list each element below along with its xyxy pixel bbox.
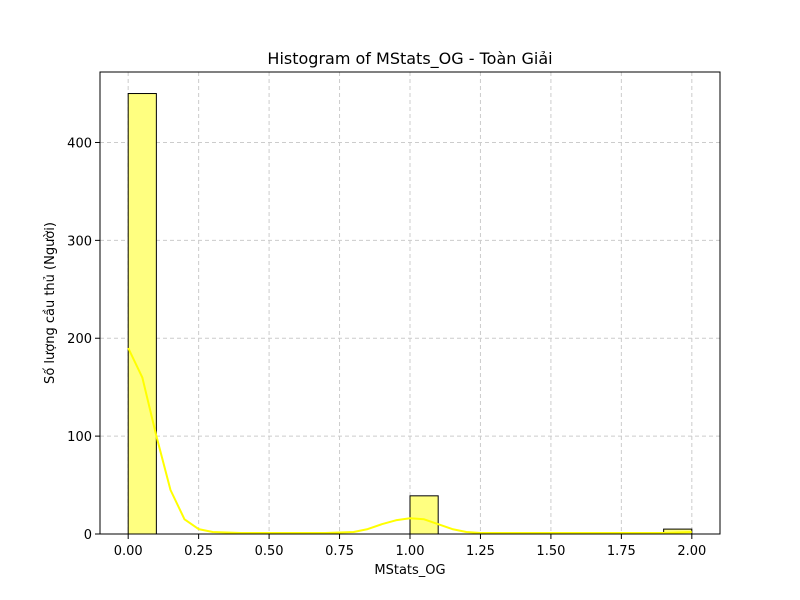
grid [100, 72, 720, 535]
y-tick-label: 400 [67, 136, 92, 151]
x-tick-label: 2.00 [677, 544, 706, 559]
y-axis-label: Số lượng cầu thủ (Người) [43, 222, 58, 384]
bars [127, 93, 693, 535]
histogram-bar [127, 93, 157, 535]
kde-line [127, 347, 692, 534]
x-tick-label: 0.25 [184, 544, 213, 559]
x-tick-label: 1.50 [536, 544, 565, 559]
x-tick-label: 1.25 [466, 544, 495, 559]
y-axis-ticks: 0 100 200 300 400 [67, 136, 100, 543]
y-tick-label: 300 [67, 234, 92, 249]
y-tick-label: 100 [67, 430, 92, 445]
x-tick-label: 0.00 [114, 544, 143, 559]
x-tick-label: 0.75 [325, 544, 354, 559]
x-tick-label: 1.75 [607, 544, 636, 559]
y-tick-label: 0 [84, 528, 92, 543]
y-tick-label: 200 [67, 332, 92, 347]
x-tick-label: 1.00 [396, 544, 425, 559]
x-axis-ticks: 0.00 0.25 0.50 0.75 1.00 1.25 1.50 1.75 2.00 [114, 534, 706, 559]
chart-title: Histogram of MStats_OG - Toàn Giải [267, 49, 552, 69]
x-axis-label: MStats_OG [374, 563, 445, 578]
x-tick-label: 0.50 [255, 544, 284, 559]
histogram-bar [409, 495, 439, 535]
kde-curve [127, 347, 692, 534]
